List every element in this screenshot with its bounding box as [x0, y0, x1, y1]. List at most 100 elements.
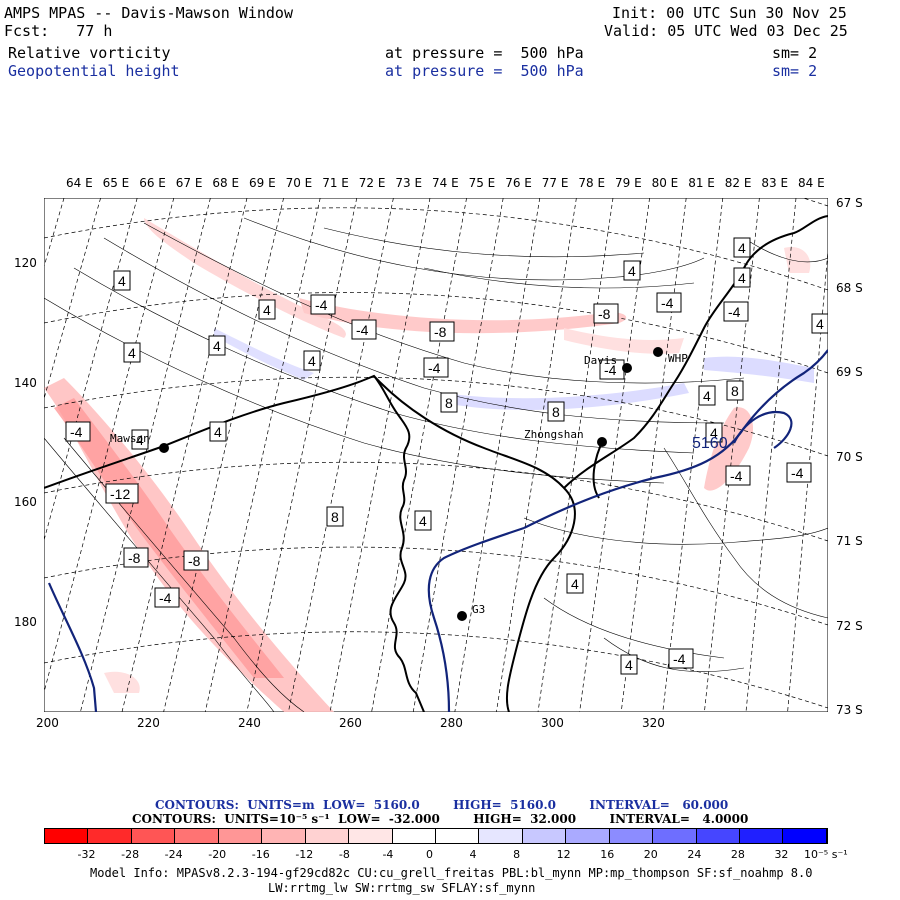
- longitude-label: 67 E: [175, 176, 203, 190]
- x-tick-label: 260: [339, 716, 362, 730]
- colorbar-swatch: [88, 829, 132, 843]
- station-whp: WHP: [653, 347, 688, 365]
- contour-label: -12: [105, 483, 139, 504]
- contour-label: 8: [326, 506, 344, 527]
- latitude-label: 67 S: [836, 196, 863, 210]
- map-plot: 4 4 -4 4 4 -4 -8 -8 -4 4 -4 -4 4 4 4 8 -4 8 4 8 4 -4 -12 -8 -8 -4…: [44, 198, 828, 712]
- svg-text:4: 4: [816, 316, 824, 332]
- colorbar-units: 10⁻⁵ s⁻¹: [804, 848, 848, 861]
- station-mawson: Mawson: [110, 432, 169, 453]
- longitude-label: 73 E: [395, 176, 423, 190]
- field1-level: at pressure = 500 hPa: [385, 44, 584, 62]
- contour-label: 4: [698, 385, 716, 406]
- contour-label: -4: [723, 301, 749, 322]
- contour-label: 4: [303, 350, 321, 371]
- longitude-label: 79 E: [615, 176, 642, 190]
- field1-smoothing: sm= 2: [772, 44, 818, 62]
- y-tick-label: 180: [14, 614, 37, 629]
- contour-label: -4: [351, 319, 377, 340]
- svg-text:Zhongshan: Zhongshan: [524, 428, 584, 441]
- longitude-label: 80 E: [651, 176, 679, 190]
- longitude-label: 69 E: [249, 176, 276, 190]
- longitude-label: 68 E: [212, 176, 240, 190]
- contour-label: -4: [310, 294, 336, 315]
- contour-label: -4: [668, 648, 694, 669]
- valid-time: Valid: 05 UTC Wed 03 Dec 25: [604, 22, 848, 40]
- svg-text:4: 4: [419, 513, 427, 529]
- svg-text:4: 4: [625, 657, 633, 673]
- svg-text:-4: -4: [356, 322, 369, 338]
- colorbar-tick: 24: [687, 848, 702, 861]
- contour-label: 8: [726, 380, 744, 401]
- vorticity-contour-info: CONTOURS: UNITS=10⁻⁵ s⁻¹ LOW= -32.000 HI…: [132, 812, 749, 826]
- contour-label: -8: [123, 547, 149, 568]
- svg-text:4: 4: [308, 353, 316, 369]
- longitude-label: 64 E: [66, 176, 93, 190]
- x-tick-label: 300: [541, 716, 564, 730]
- svg-text:8: 8: [731, 383, 739, 399]
- svg-text:-8: -8: [434, 324, 447, 340]
- contour-label: -4: [423, 357, 449, 378]
- svg-text:-4: -4: [730, 468, 743, 484]
- svg-text:-4: -4: [70, 424, 83, 440]
- longitude-label: 65 E: [102, 176, 130, 190]
- longitude-label: 71 E: [322, 176, 349, 190]
- station-davis: Davis: [584, 354, 632, 373]
- contour-label: 4: [733, 267, 751, 288]
- geopotential-height-contour: [47, 349, 828, 712]
- vorticity-colorbar: [44, 828, 828, 844]
- longitude-label: 77 E: [541, 176, 569, 190]
- colorbar-swatch: [783, 829, 827, 843]
- colorbar-swatch: [609, 829, 654, 843]
- colorbar-swatch: [435, 829, 480, 843]
- svg-text:4: 4: [571, 576, 579, 592]
- coastline: [44, 215, 828, 712]
- svg-text:4: 4: [703, 388, 711, 404]
- latitude-label: 71 S: [836, 534, 863, 548]
- model-info-line2: LW:rrtmg_lw SW:rrtmg_sw SFLAY:sf_mynn: [268, 881, 536, 895]
- latitude-label: 72 S: [836, 618, 863, 633]
- station-markers: Mawson Davis WHP Zhongshan G3: [110, 347, 688, 621]
- plot-frame: [44, 198, 828, 712]
- x-tick-label: 280: [440, 716, 463, 730]
- colorbar-tick: -8: [338, 848, 350, 861]
- colorbar-tick: 4: [469, 848, 477, 861]
- contour-label: 4: [811, 313, 828, 334]
- colorbar-tick: -32: [77, 848, 96, 861]
- svg-text:-4: -4: [428, 360, 441, 376]
- svg-text:4: 4: [136, 432, 144, 448]
- contour-label: 4: [258, 299, 276, 320]
- longitude-label: 83 E: [761, 176, 789, 190]
- contour-label: -4: [154, 587, 180, 608]
- svg-text:Mawson: Mawson: [110, 432, 150, 445]
- model-info-line1: Model Info: MPASv8.2.3-194-gf29cd82c CU:…: [90, 866, 813, 880]
- longitude-label: 74 E: [432, 176, 459, 190]
- longitude-meridians: [44, 198, 828, 712]
- field1-name: Relative vorticity: [8, 44, 171, 62]
- height-contour-info: CONTOURS: UNITS=m LOW= 5160.0 HIGH= 5160…: [155, 798, 729, 812]
- svg-text:8: 8: [552, 404, 560, 420]
- contour-label: -4: [656, 292, 682, 313]
- contour-label: -4: [786, 462, 812, 483]
- contour-label: 8: [440, 392, 458, 413]
- vorticity-contours: [44, 217, 828, 712]
- longitude-label: 72 E: [358, 176, 386, 190]
- contour-label: 4: [620, 654, 638, 675]
- colorbar-swatch: [45, 829, 89, 843]
- svg-text:4: 4: [738, 270, 746, 286]
- contour-label: -4: [725, 465, 751, 486]
- colorbar-swatch: [349, 829, 393, 843]
- x-tick-label: 220: [137, 716, 160, 730]
- colorbar-tick: 28: [730, 848, 745, 861]
- longitude-label: 81 E: [688, 176, 715, 190]
- contour-label: -8: [429, 321, 455, 342]
- colorbar-swatch: [175, 829, 219, 843]
- y-tick-label: 140: [14, 375, 37, 390]
- svg-text:-4: -4: [661, 295, 674, 311]
- station-g3: G3: [457, 603, 485, 621]
- field2-name: Geopotential height: [8, 62, 180, 80]
- longitude-label: 75 E: [468, 176, 496, 190]
- contour-label: 4: [733, 237, 751, 258]
- colorbar-tick: 32: [774, 848, 789, 861]
- x-tick-label: 320: [642, 716, 665, 730]
